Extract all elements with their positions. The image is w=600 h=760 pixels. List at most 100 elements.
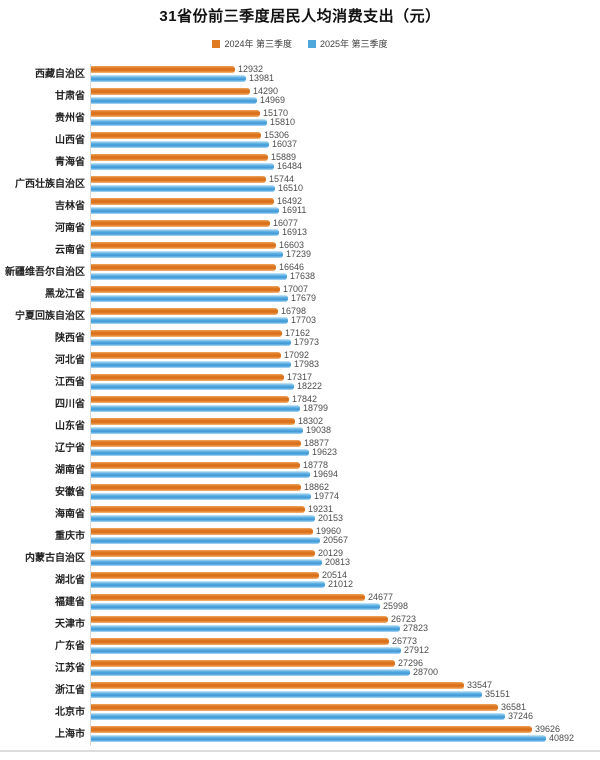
chart-row: 北京市 36581 37246 (0, 702, 600, 724)
bar-2025 (91, 361, 291, 368)
chart-row: 安徽省 18862 19774 (0, 482, 600, 504)
chart-row: 山西省 15306 16037 (0, 130, 600, 152)
value-label: 17703 (291, 315, 317, 325)
bar-row: 17973 (91, 338, 600, 347)
bar-2025 (91, 515, 315, 522)
bar-2025 (91, 295, 288, 302)
bar-row: 26773 (91, 636, 600, 646)
value-label: 20129 (318, 548, 344, 558)
bar-row: 19038 (91, 426, 600, 435)
x-axis-line (0, 750, 600, 752)
bar-group: 39626 40892 (90, 724, 600, 746)
chart-legend: 2024年 第三季度 2025年 第三季度 (0, 37, 600, 50)
bar-row: 15170 (91, 109, 600, 118)
category-label: 贵州省 (55, 113, 85, 124)
bar-2024 (91, 308, 278, 315)
chart-row: 广西壮族自治区 15744 16510 (0, 174, 600, 196)
bar-group: 15889 16484 (90, 152, 600, 174)
bar-row: 15810 (91, 117, 600, 127)
category-label: 新疆维吾尔自治区 (5, 267, 85, 278)
value-label: 15810 (270, 117, 296, 127)
category-label: 云南省 (55, 245, 85, 256)
bar-row: 24677 (91, 593, 600, 602)
bar-2024 (91, 198, 274, 205)
bar-row: 18222 (91, 382, 600, 391)
category-label: 福建省 (55, 597, 85, 608)
chart-row: 吉林省 16492 16911 (0, 196, 600, 218)
bar-group: 14290 14969 (90, 86, 600, 108)
bar-2025 (91, 75, 246, 82)
chart-row: 贵州省 15170 15810 (0, 108, 600, 130)
value-label: 20813 (325, 557, 351, 567)
legend-item-2024: 2024年 第三季度 (212, 37, 292, 50)
value-label: 16603 (279, 240, 305, 250)
bar-row: 35151 (91, 690, 600, 699)
category-label: 湖北省 (55, 575, 85, 586)
bar-row: 17092 (91, 351, 600, 360)
chart-row: 四川省 17842 18799 (0, 394, 600, 416)
value-label: 16913 (282, 227, 308, 237)
category-label: 北京市 (55, 707, 85, 718)
bar-row: 17638 (91, 271, 600, 281)
category-label: 黑龙江省 (45, 289, 85, 300)
bar-row: 18862 (91, 482, 600, 492)
bar-row: 16646 (91, 263, 600, 272)
bar-2025 (91, 427, 303, 434)
value-label: 16510 (278, 183, 304, 193)
bar-row: 18877 (91, 439, 600, 448)
bar-2024 (91, 682, 464, 689)
value-label: 17679 (291, 293, 317, 303)
value-label: 26723 (391, 614, 417, 624)
category-label: 浙江省 (55, 685, 85, 696)
bar-group: 27296 28700 (90, 658, 600, 680)
bar-group: 18877 19623 (90, 438, 600, 460)
legend-item-2025: 2025年 第三季度 (308, 37, 388, 50)
bar-2024 (91, 462, 300, 469)
bar-row: 40892 (91, 734, 600, 743)
bar-row: 19623 (91, 448, 600, 457)
bar-2025 (91, 119, 267, 126)
bar-group: 17092 17983 (90, 350, 600, 372)
bar-2024 (91, 660, 395, 667)
bar-row: 17317 (91, 373, 600, 382)
bar-row: 14290 (91, 87, 600, 96)
bar-2025 (91, 537, 320, 544)
bar-row: 12932 (91, 65, 600, 74)
bar-2025 (91, 493, 311, 500)
bar-row: 27296 (91, 659, 600, 668)
chart-row: 宁夏回族自治区 16798 17703 (0, 306, 600, 328)
category-label: 湖南省 (55, 465, 85, 476)
category-label: 江西省 (55, 377, 85, 388)
bar-row: 19694 (91, 469, 600, 479)
bar-2025 (91, 559, 322, 566)
bar-group: 18862 19774 (90, 482, 600, 504)
bar-2025 (91, 471, 310, 478)
category-label: 上海市 (55, 729, 85, 740)
bar-2025 (91, 185, 275, 192)
value-label: 17162 (285, 328, 311, 338)
bar-row: 16492 (91, 197, 600, 206)
bar-2024 (91, 506, 305, 513)
value-label: 19960 (316, 526, 342, 536)
value-label: 19231 (308, 504, 334, 514)
value-label: 17842 (292, 394, 318, 404)
bar-2024 (91, 330, 282, 337)
bar-group: 19960 20567 (90, 526, 600, 548)
value-label: 26773 (392, 636, 418, 646)
chart-row: 福建省 24677 25998 (0, 592, 600, 614)
chart-row: 黑龙江省 17007 17679 (0, 284, 600, 306)
bar-group: 16646 17638 (90, 262, 600, 284)
bar-2024 (91, 264, 276, 271)
bar-2025 (91, 163, 274, 170)
value-label: 18862 (304, 482, 330, 492)
value-label: 16037 (272, 139, 298, 149)
bar-row: 25998 (91, 602, 600, 611)
bar-group: 20129 20813 (90, 548, 600, 570)
value-label: 19694 (313, 469, 339, 479)
plot-area: 西藏自治区 12932 13981 甘肃省 14290 14969 贵州省 15170 1581… (0, 64, 600, 746)
value-label: 16077 (273, 218, 299, 228)
value-label: 17638 (290, 271, 316, 281)
value-label: 17983 (294, 359, 320, 369)
bar-row: 15889 (91, 153, 600, 162)
bar-2025 (91, 317, 288, 324)
